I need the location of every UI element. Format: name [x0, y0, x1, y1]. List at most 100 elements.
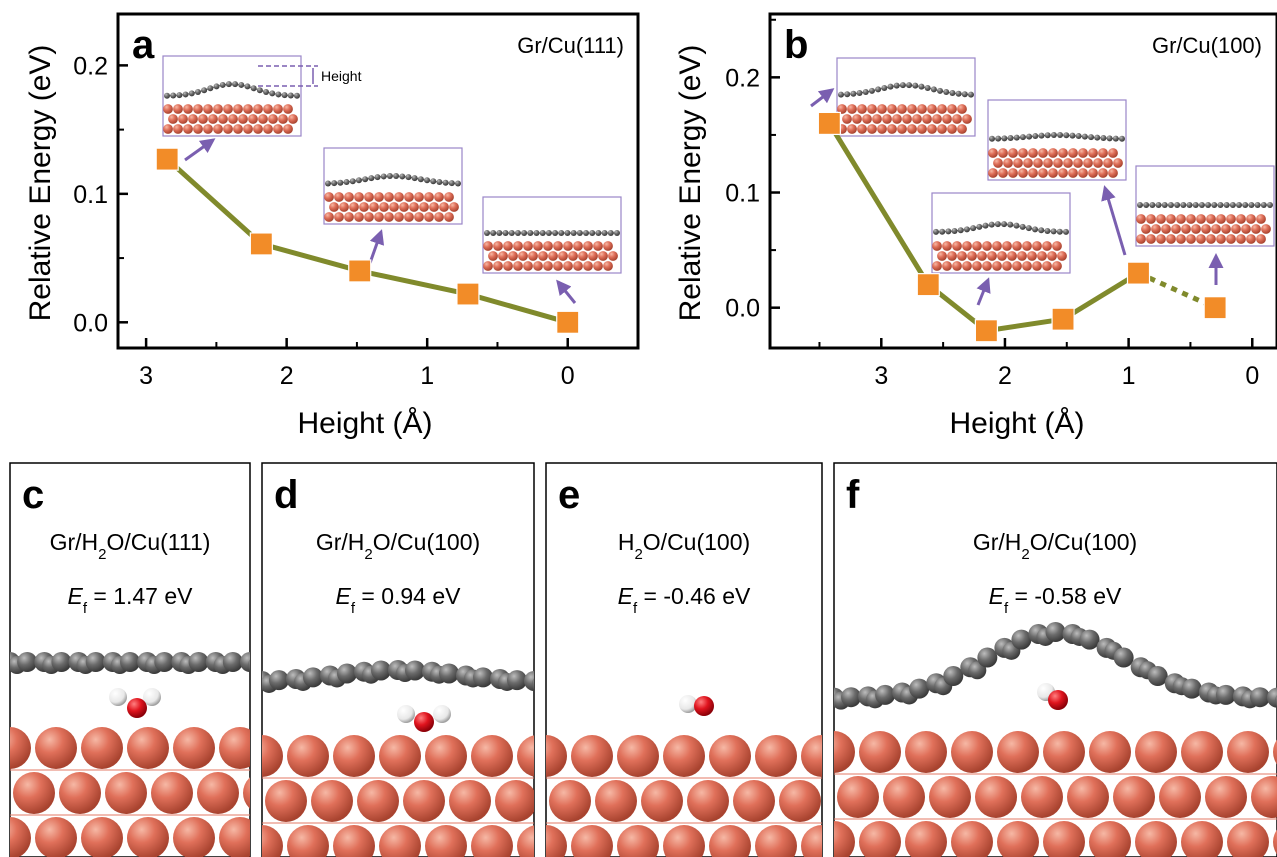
- copper-atom: [975, 776, 1017, 818]
- copper-atom: [1206, 234, 1216, 244]
- copper-atom: [183, 124, 193, 134]
- carbon-atom: [963, 226, 970, 233]
- copper-atom: [857, 104, 867, 114]
- carbon-atom: [194, 88, 201, 95]
- structure-title: Gr/H2O/Cu(100): [973, 529, 1137, 563]
- pointer-arrow: [556, 279, 577, 304]
- carbon-atom: [182, 91, 189, 98]
- copper-atom: [1135, 821, 1177, 857]
- carbon-atom: [374, 174, 381, 181]
- copper-atom: [262, 735, 283, 777]
- copper-atom: [957, 104, 967, 114]
- copper-atom: [1068, 148, 1078, 158]
- copper-atom: [1236, 214, 1246, 224]
- carbon-atom: [1050, 228, 1057, 235]
- copper-atom: [563, 241, 573, 251]
- copper-atom: [173, 727, 215, 769]
- carbon-atom: [232, 81, 239, 88]
- carbon-atom: [349, 178, 356, 185]
- carbon-atom: [1149, 202, 1156, 208]
- copper-atom: [1098, 168, 1108, 178]
- copper-atom: [583, 241, 593, 251]
- copper-atom: [852, 114, 862, 124]
- hydrogen-atom: [433, 705, 451, 723]
- copper-atom: [424, 192, 434, 202]
- copper-atom: [13, 772, 55, 814]
- hydrogen-atom: [397, 705, 415, 723]
- copper-atom: [449, 780, 491, 822]
- carbon-atom: [1057, 132, 1064, 139]
- copper-atom: [384, 192, 394, 202]
- carbon-atom: [1236, 202, 1243, 208]
- carbon-atom: [930, 86, 937, 93]
- copper-atom: [842, 114, 852, 124]
- carbon-atom: [442, 179, 449, 186]
- copper-atom: [1048, 168, 1058, 178]
- formation-energy-subscript: f: [351, 600, 356, 617]
- formation-energy-symbol: E: [618, 583, 634, 609]
- structure-title: Gr/H2O/Cu(100): [316, 529, 480, 563]
- copper-atom: [1256, 234, 1266, 244]
- carbon-atom: [1186, 202, 1193, 208]
- copper-atom: [517, 825, 534, 857]
- copper-atom: [892, 114, 902, 124]
- copper-atom: [258, 114, 268, 124]
- copper-atom: [1088, 168, 1098, 178]
- copper-atom: [1058, 148, 1068, 158]
- copper-atom: [1108, 148, 1118, 158]
- copper-atom: [1201, 224, 1211, 234]
- carbon-atom: [887, 83, 894, 90]
- carbon-atom: [1223, 202, 1230, 208]
- copper-atom: [1261, 224, 1271, 234]
- carbon-atom: [539, 230, 546, 236]
- copper-atom: [1018, 168, 1028, 178]
- panel-a-series-segment: [165, 157, 264, 246]
- carbon-atom: [207, 85, 214, 92]
- copper-atom: [425, 825, 467, 857]
- copper-atom: [1028, 168, 1038, 178]
- copper-atom: [951, 821, 993, 857]
- carbon-atom: [405, 174, 412, 181]
- panel-a-data-point: [456, 282, 480, 306]
- copper-atom: [528, 251, 538, 261]
- copper-atom: [379, 825, 421, 857]
- carbon-atom: [17, 652, 38, 672]
- graphene-bonds: [166, 83, 298, 97]
- carbon-atom: [1167, 202, 1174, 208]
- copper-atom: [208, 114, 218, 124]
- formation-energy-value: = 1.47 eV: [87, 583, 193, 609]
- copper-atom: [1003, 158, 1013, 168]
- copper-atom: [1008, 168, 1018, 178]
- carbon-atom: [1242, 202, 1249, 208]
- formation-energy-value: = -0.58 eV: [1008, 583, 1122, 609]
- copper-atom: [1017, 251, 1027, 261]
- copper-atom: [1052, 241, 1062, 251]
- carbon-atom: [1147, 666, 1168, 687]
- panel-b-data-point: [1051, 307, 1075, 331]
- formation-energy-symbol: E: [67, 583, 83, 609]
- copper-atom: [942, 114, 952, 124]
- copper-atom: [183, 104, 193, 114]
- copper-atom: [553, 261, 563, 271]
- copper-atom: [483, 261, 493, 271]
- panel-b-series-segment: [827, 122, 931, 286]
- copper-atom: [573, 241, 583, 251]
- copper-atom: [617, 825, 659, 857]
- copper-atom: [598, 251, 608, 261]
- copper-atom: [434, 192, 444, 202]
- copper-atom: [972, 241, 982, 251]
- copper-atom: [1027, 251, 1037, 261]
- carbon-atom: [1211, 202, 1218, 208]
- copper-atom: [523, 241, 533, 251]
- carbon-atom: [1007, 135, 1014, 142]
- copper-atom: [755, 735, 797, 777]
- structure-title-part: H: [618, 529, 635, 555]
- copper-atom: [907, 124, 917, 134]
- copper-atom: [1206, 214, 1216, 224]
- copper-atom: [1241, 224, 1251, 234]
- carbon-atom: [1119, 135, 1125, 142]
- copper-atom: [268, 114, 278, 124]
- carbon-atom: [524, 670, 534, 691]
- copper-atom: [877, 124, 887, 134]
- copper-atom: [193, 104, 203, 114]
